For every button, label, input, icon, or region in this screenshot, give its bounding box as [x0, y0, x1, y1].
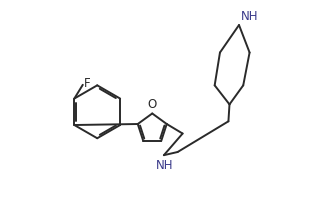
Text: NH: NH — [241, 10, 259, 23]
Text: O: O — [148, 98, 157, 111]
Text: F: F — [84, 77, 90, 90]
Text: NH: NH — [156, 159, 174, 172]
